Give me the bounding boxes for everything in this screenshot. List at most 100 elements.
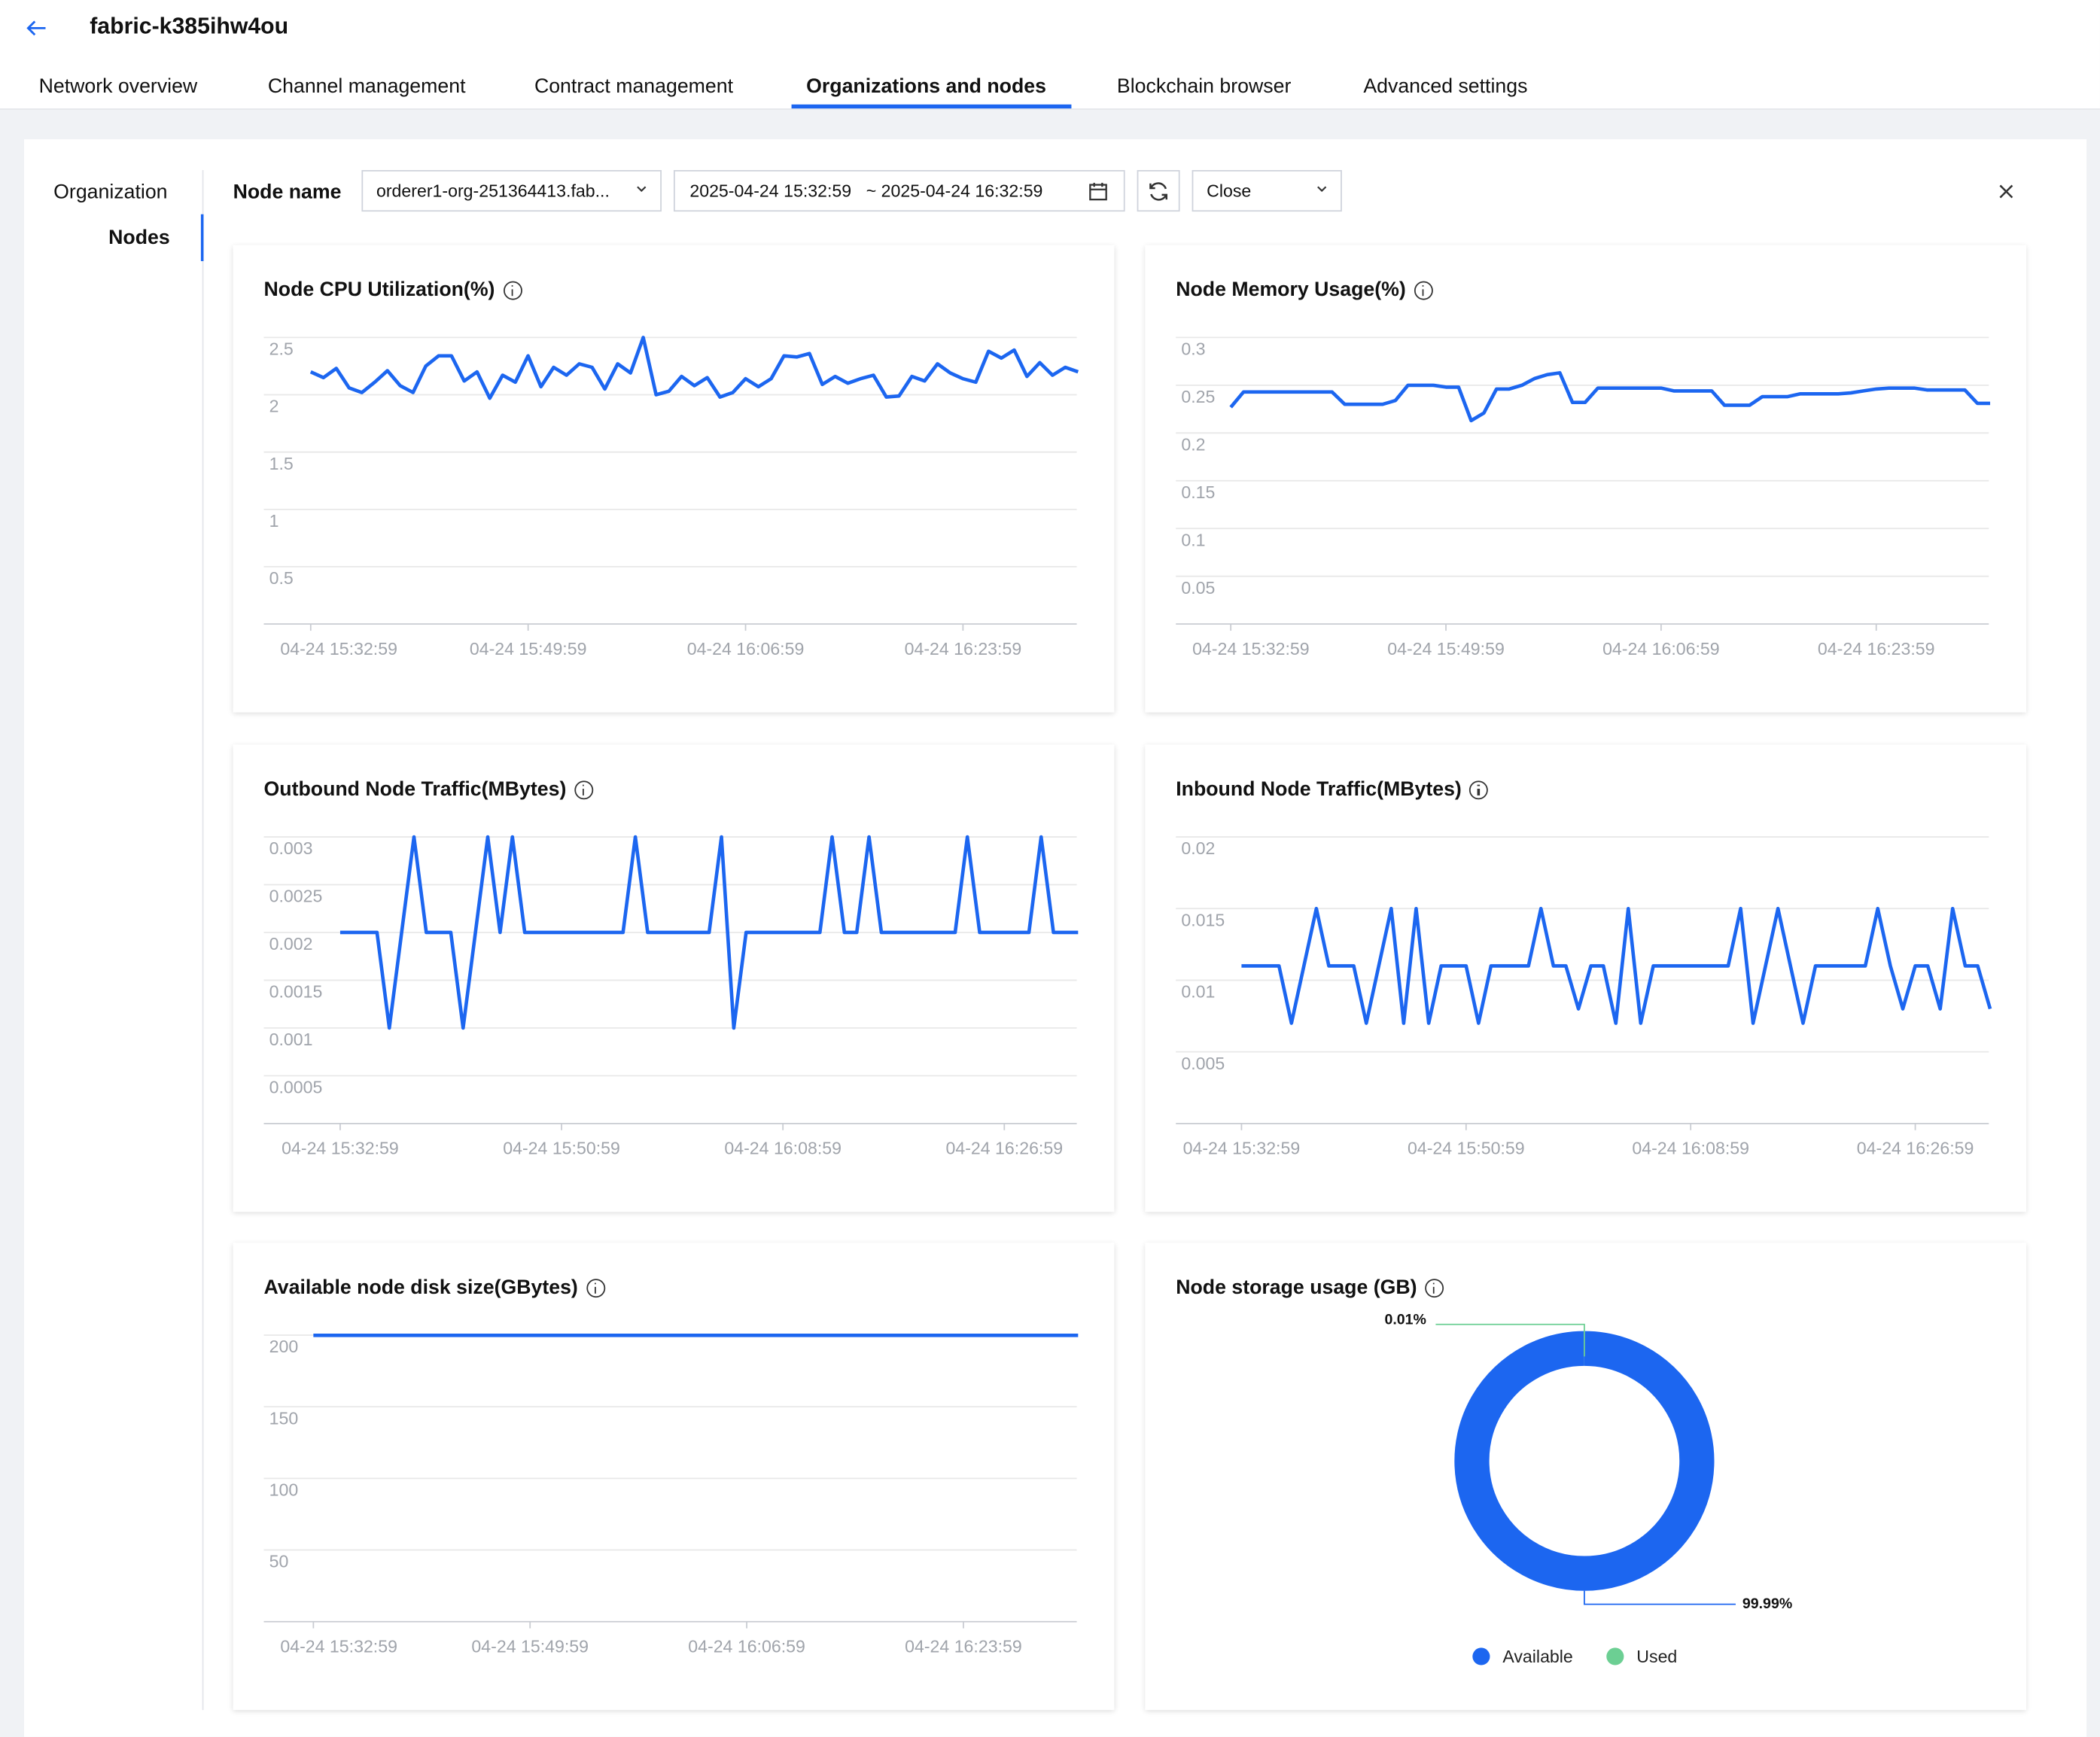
node-name-select[interactable]: orderer1-org-251364413.fab... xyxy=(361,169,662,212)
chart-title: Node storage usage (GB) xyxy=(1176,1276,1417,1299)
x-tick-label: 04-24 16:06:59 xyxy=(1602,639,1720,659)
cpu-line-chart: 0.5 1 1.5 2 2.5 04-24 15:32:59 04-24 15:49:59 0… xyxy=(263,336,1079,659)
slice-label-used: 0.01% xyxy=(1384,1312,1426,1328)
arrow-left-icon xyxy=(26,20,46,36)
chevron-down-icon xyxy=(1317,186,1327,193)
x-tick-label: 04-24 15:49:59 xyxy=(471,1637,589,1656)
x-tick-label: 04-24 16:23:59 xyxy=(905,1637,1022,1656)
y-tick-label: 0.0005 xyxy=(269,1078,323,1097)
chart-title: Node Memory Usage(%) xyxy=(1176,278,1406,302)
cpu-utilization-card: Node CPU Utilization(%) 0.5 1 1.5 2 2.5 04-24… xyxy=(233,245,1115,713)
active-tab-indicator xyxy=(791,104,1072,109)
storage-usage-card: Node storage usage (GB) 0.01% 99.99% Avail… xyxy=(1145,1243,2027,1711)
info-icon[interactable] xyxy=(574,780,593,799)
y-tick-label: 0.01 xyxy=(1181,982,1215,1002)
y-tick-label: 1 xyxy=(269,511,279,531)
card-title: Inbound Node Traffic(MBytes) xyxy=(1176,777,1489,802)
node-name-label: Node name xyxy=(233,181,342,204)
outbound-line-chart: 0.0005 0.001 0.0015 0.002 0.0025 0.003 04-24 1… xyxy=(263,835,1079,1158)
chart-title: Inbound Node Traffic(MBytes) xyxy=(1176,777,1462,802)
refresh-icon xyxy=(1149,181,1168,200)
y-tick-label: 0.25 xyxy=(1181,387,1215,406)
tab-advanced-settings[interactable]: Advanced settings xyxy=(1363,75,1528,98)
back-button[interactable] xyxy=(23,11,50,43)
info-icon[interactable] xyxy=(1469,780,1489,799)
legend-marker-available[interactable] xyxy=(1472,1647,1490,1666)
time-range-picker[interactable]: 2025-04-24 15:32:59 ~ 2025-04-24 16:32:5… xyxy=(673,169,1125,212)
time-range-end: ~ 2025-04-24 16:32:59 xyxy=(866,181,1043,201)
x-tick-label: 04-24 15:32:59 xyxy=(1192,639,1310,659)
page-title: fabric-k385ihw4ou xyxy=(90,13,289,39)
sidebar-active-indicator xyxy=(200,214,204,261)
memory-usage-card: Node Memory Usage(%) 0.05 0.1 0.15 0.2 0.25 0… xyxy=(1145,245,2027,713)
tab-organizations-and-nodes[interactable]: Organizations and nodes xyxy=(806,75,1046,98)
sidebar-item-organization[interactable]: Organization xyxy=(53,181,168,204)
sidebar-item-nodes[interactable]: Nodes xyxy=(108,226,170,249)
x-tick-label: 04-24 16:08:59 xyxy=(724,1139,842,1158)
chart-title: Available node disk size(GBytes) xyxy=(263,1276,578,1299)
auto-refresh-select[interactable]: Close xyxy=(1192,169,1342,212)
refresh-button[interactable] xyxy=(1137,169,1180,212)
chevron-down-icon xyxy=(637,186,647,193)
x-tick-label: 04-24 16:08:59 xyxy=(1632,1139,1749,1158)
card-title: Node CPU Utilization(%) xyxy=(264,278,522,301)
calendar-icon xyxy=(1089,182,1107,201)
info-icon[interactable] xyxy=(1425,1278,1444,1297)
x-tick-label: 04-24 16:26:59 xyxy=(946,1139,1064,1158)
legend-label-used[interactable]: Used xyxy=(1636,1647,1677,1666)
y-tick-label: 2.5 xyxy=(269,339,294,359)
y-tick-label: 0.0025 xyxy=(269,887,323,906)
x-tick-label: 04-24 15:50:59 xyxy=(503,1139,620,1158)
y-tick-label: 2 xyxy=(269,397,279,416)
tab-contract-management[interactable]: Contract management xyxy=(534,75,734,98)
y-tick-label: 0.005 xyxy=(1181,1054,1225,1073)
series-line xyxy=(309,336,1079,400)
info-icon[interactable] xyxy=(1414,280,1433,300)
y-tick-label: 0.1 xyxy=(1181,530,1205,549)
y-tick-label: 0.015 xyxy=(1181,910,1225,929)
legend-marker-used[interactable] xyxy=(1606,1647,1624,1666)
y-tick-label: 200 xyxy=(269,1337,299,1356)
y-tick-label: 0.15 xyxy=(1181,482,1215,502)
node-name-value: orderer1-org-251364413.fab... xyxy=(376,181,610,201)
chart-title: Node CPU Utilization(%) xyxy=(263,278,495,302)
x-tick-label: 04-24 15:32:59 xyxy=(280,639,397,659)
x-tick-label: 04-24 16:23:59 xyxy=(1818,639,1935,659)
y-tick-label: 0.2 xyxy=(1181,434,1205,454)
storage-donut-chart: 0.01% 99.99% Available Used xyxy=(1384,1312,1792,1666)
top-bar: fabric-k385ihw4ou Network overview Chann… xyxy=(0,0,2100,110)
y-tick-label: 0.5 xyxy=(269,568,294,588)
leader-line-available xyxy=(1584,1590,1736,1605)
y-tick-label: 0.05 xyxy=(1181,578,1215,598)
x-tick-label: 04-24 15:32:59 xyxy=(282,1139,399,1158)
series-line xyxy=(339,835,1079,1030)
auto-refresh-value: Close xyxy=(1207,181,1252,201)
card-title: Node storage usage (GB) xyxy=(1176,1276,1444,1299)
x-tick-label: 04-24 15:50:59 xyxy=(1408,1139,1525,1158)
info-icon[interactable] xyxy=(586,1278,605,1297)
outbound-traffic-card: Outbound Node Traffic(MBytes) 0.0005 0.00… xyxy=(233,744,1115,1212)
legend-label-available[interactable]: Available xyxy=(1502,1647,1572,1666)
close-icon[interactable] xyxy=(1998,184,2014,199)
tab-channel-management[interactable]: Channel management xyxy=(267,75,466,98)
card-title: Available node disk size(GBytes) xyxy=(264,1276,605,1299)
series-line xyxy=(1229,371,1991,423)
y-tick-label: 100 xyxy=(269,1480,299,1499)
donut-slice-available xyxy=(1454,1331,1715,1591)
x-tick-label: 04-24 15:49:59 xyxy=(1387,639,1505,659)
x-tick-label: 04-24 15:32:59 xyxy=(1183,1139,1301,1158)
time-range-start: 2025-04-24 15:32:59 xyxy=(689,181,852,201)
y-tick-label: 0.002 xyxy=(269,934,313,954)
tab-blockchain-browser[interactable]: Blockchain browser xyxy=(1116,75,1292,98)
info-icon[interactable] xyxy=(503,280,522,300)
x-tick-label: 04-24 16:23:59 xyxy=(905,639,1022,659)
slice-label-available: 99.99% xyxy=(1742,1596,1792,1612)
tab-network-overview[interactable]: Network overview xyxy=(38,75,198,98)
y-tick-label: 0.0015 xyxy=(269,982,323,1002)
chart-title: Outbound Node Traffic(MBytes) xyxy=(263,777,567,802)
disk-size-card: Available node disk size(GBytes) 50 100 15… xyxy=(233,1243,1115,1711)
card-title: Outbound Node Traffic(MBytes) xyxy=(264,778,593,801)
x-tick-label: 04-24 15:49:59 xyxy=(470,639,587,659)
memory-line-chart: 0.05 0.1 0.15 0.2 0.25 0.3 04-24 15:32:59 04-24… xyxy=(1176,336,1991,659)
